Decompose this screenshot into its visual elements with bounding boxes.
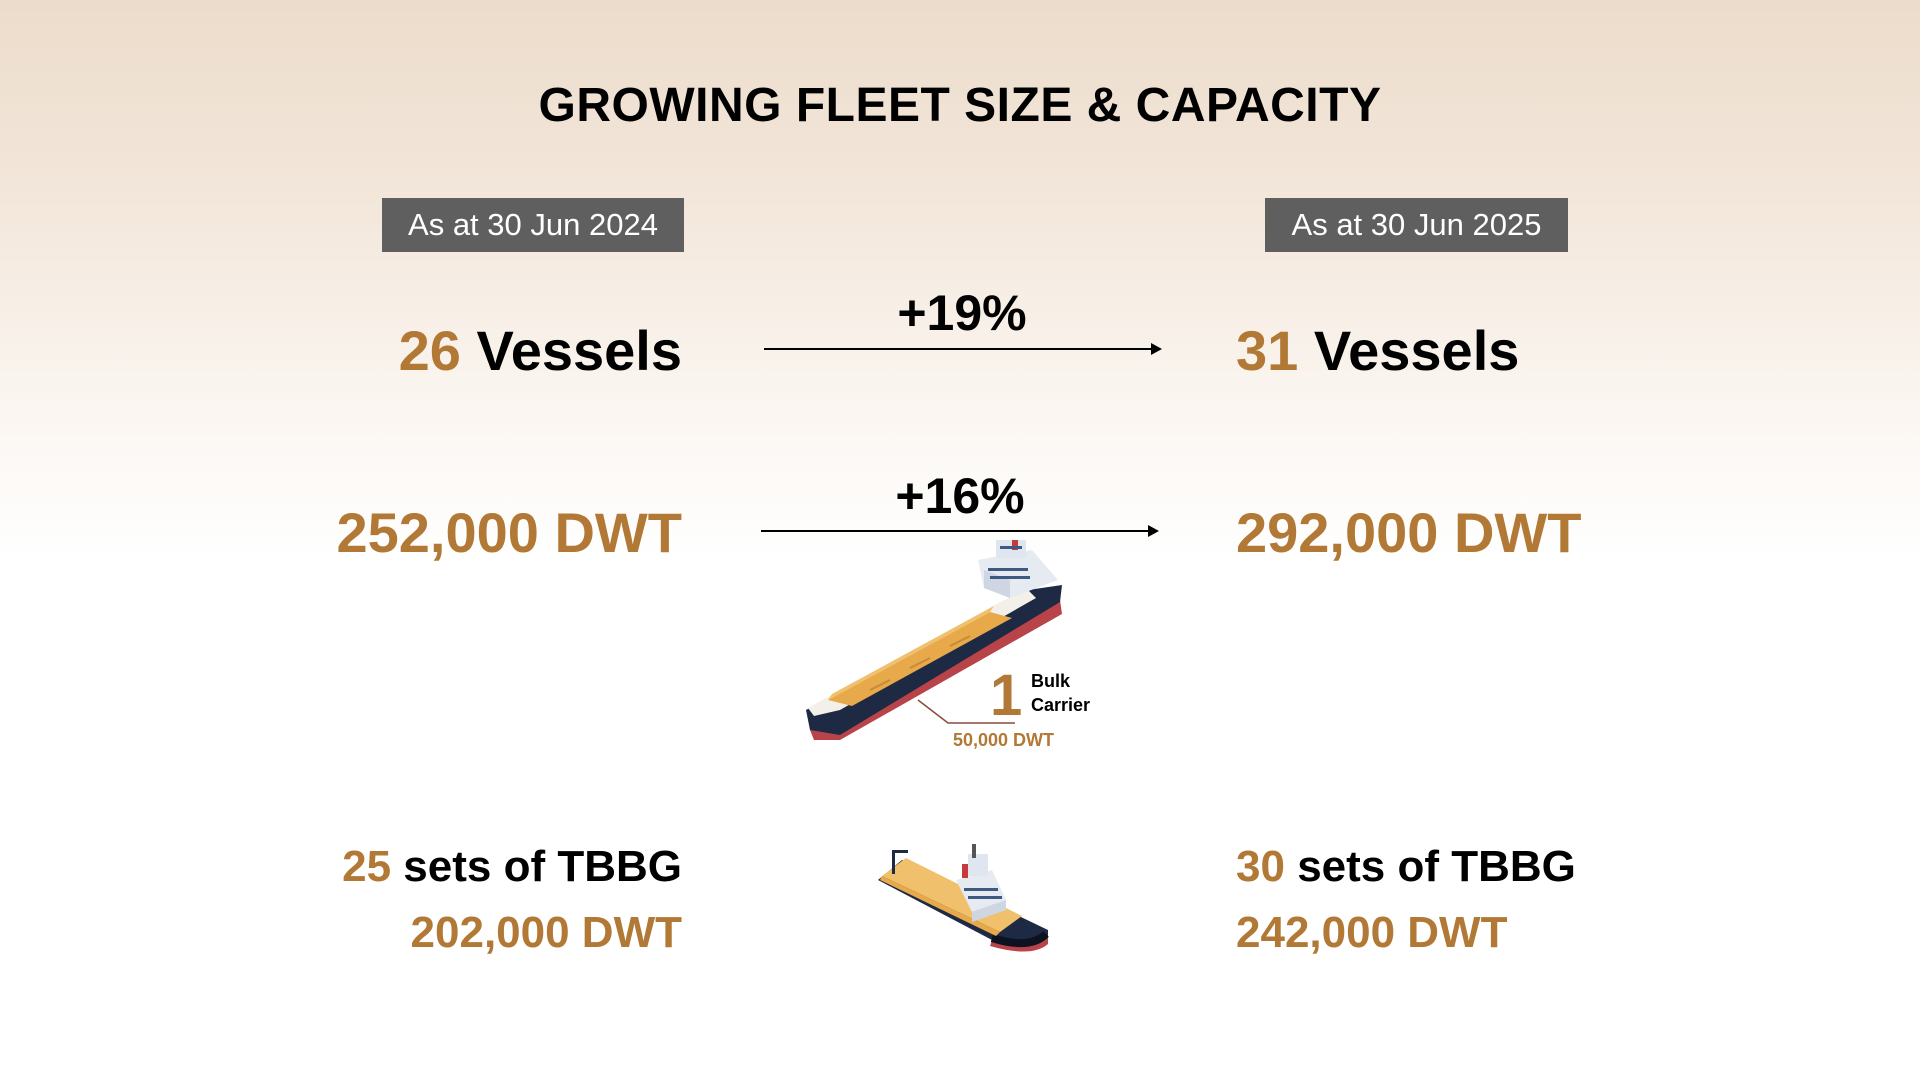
bulk-carrier-dwt: 50,000 DWT (953, 730, 1055, 750)
dwt-growth: +16% (895, 468, 1025, 524)
vessels-2025: 31 Vessels (1236, 318, 1519, 383)
tbbg-count-2024: 25 (342, 842, 392, 891)
bulk-carrier-count: 1 (990, 663, 1023, 728)
bulk-carrier-label: Bulk Carrier (1031, 669, 1090, 717)
vessels-label-2025: Vessels (1313, 319, 1520, 382)
bulk-carrier-label-line2: Carrier (1031, 695, 1091, 715)
date-badge-2024: As at 30 Jun 2024 (382, 198, 684, 252)
tbbg-2025: 30 sets of TBBG (1236, 842, 1576, 892)
vessels-growth: +19% (897, 285, 1027, 341)
tbbg-dwt-2025: 242,000 DWT (1236, 908, 1508, 957)
date-badge-2025: As at 30 Jun 2025 (1265, 198, 1568, 252)
page-title: GROWING FLEET SIZE & CAPACITY (538, 79, 1382, 132)
tbbg-label-2024: sets of TBBG (403, 842, 682, 891)
bulk-carrier-label-line1: Bulk (1031, 671, 1071, 691)
tbbg-dwt-2024: 202,000 DWT (410, 908, 682, 957)
dwt-total-2025: 292,000 DWT (1236, 501, 1582, 564)
dwt-total-2024: 252,000 DWT (336, 501, 683, 564)
tugboat-icon (878, 844, 1049, 952)
bulk-carrier-ship-icon (806, 540, 1062, 740)
vessels-count-2024: 26 (398, 319, 461, 382)
vessels-count-2025: 31 (1236, 319, 1299, 382)
vessels-label-2024: Vessels (476, 319, 682, 382)
vessels-2024: 26 Vessels (399, 318, 682, 383)
tbbg-label-2025: sets of TBBG (1297, 842, 1576, 891)
dwt-arrow (761, 525, 1159, 537)
vessels-arrow (764, 343, 1162, 355)
tbbg-2024: 25 sets of TBBG (342, 842, 682, 892)
tbbg-count-2025: 30 (1236, 842, 1285, 891)
